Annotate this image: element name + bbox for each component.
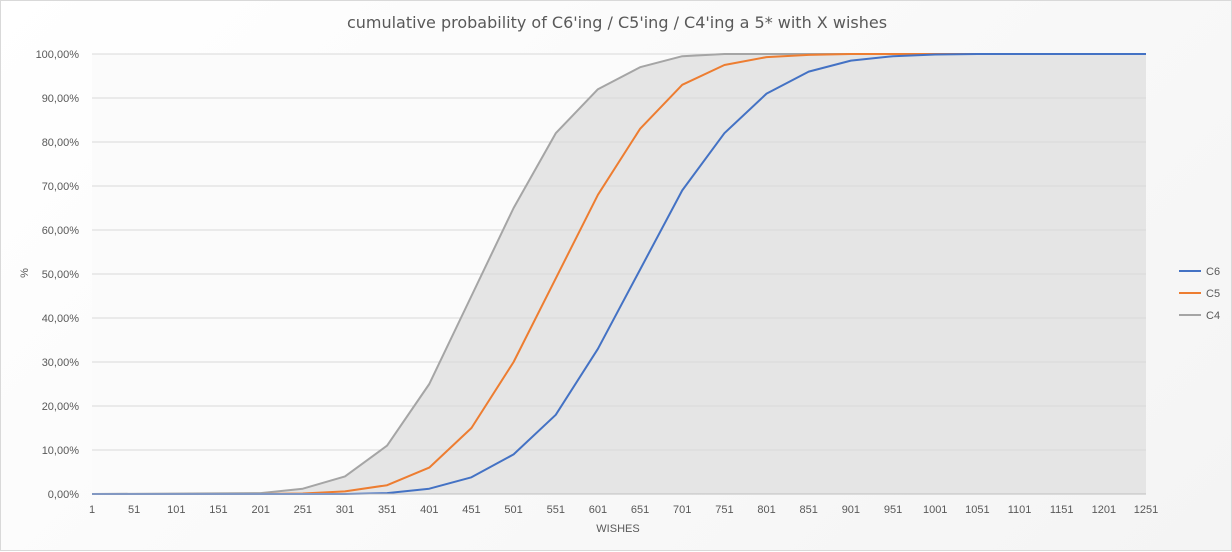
x-tick-labels: 1 51 101 151 201 251 301 351 401 451 501 551 601 651 7… xyxy=(89,504,1158,516)
x-tick-label: 901 xyxy=(842,504,860,516)
x-tick-label: 651 xyxy=(631,504,649,516)
y-tick-label: 10,00% xyxy=(42,445,80,457)
x-tick-label: 1 xyxy=(89,504,95,516)
x-tick-label: 1051 xyxy=(965,504,989,516)
x-axis-label: WISHES xyxy=(596,523,639,535)
y-tick-labels: 0,00% 10,00% 20,00% 30,00% 40,00% 50,00% 60,00… xyxy=(36,49,80,501)
legend-label-c6: C6 xyxy=(1206,266,1220,278)
x-tick-label: 1201 xyxy=(1092,504,1116,516)
x-tick-label: 251 xyxy=(294,504,312,516)
x-tick-label: 351 xyxy=(378,504,396,516)
x-tick-label: 551 xyxy=(547,504,565,516)
line-c6 xyxy=(92,53,1146,495)
x-tick-label: 301 xyxy=(336,504,354,516)
y-tick-label: 80,00% xyxy=(42,137,80,149)
y-tick-label: 70,00% xyxy=(42,181,80,193)
chart-title: cumulative probability of C6'ing / C5'in… xyxy=(347,13,887,32)
x-tick-label: 701 xyxy=(673,504,691,516)
x-tick-label: 1151 xyxy=(1050,504,1074,516)
series-lines xyxy=(91,53,1146,495)
y-tick-label: 60,00% xyxy=(42,225,80,237)
x-tick-label: 851 xyxy=(800,504,818,516)
x-tick-label: 451 xyxy=(462,504,480,516)
x-tick-label: 601 xyxy=(589,504,607,516)
y-axis-label: % xyxy=(19,268,31,278)
x-tick-label: 201 xyxy=(251,504,269,516)
y-tick-label: 90,00% xyxy=(42,93,80,105)
x-tick-label: 1251 xyxy=(1134,504,1158,516)
y-tick-label: 30,00% xyxy=(42,357,80,369)
x-tick-label: 951 xyxy=(884,504,902,516)
x-tick-label: 1101 xyxy=(1008,504,1032,516)
x-tick-label: 801 xyxy=(757,504,775,516)
x-tick-label: 401 xyxy=(420,504,438,516)
x-tick-label: 51 xyxy=(128,504,140,516)
legend-label-c5: C5 xyxy=(1206,288,1220,300)
y-tick-label: 50,00% xyxy=(42,269,80,281)
y-tick-label: 40,00% xyxy=(42,313,80,325)
x-tick-label: 1001 xyxy=(923,504,947,516)
x-tick-label: 501 xyxy=(504,504,522,516)
x-tick-label: 151 xyxy=(209,504,227,516)
y-tick-label: 0,00% xyxy=(48,489,79,501)
legend: C6 C5 C4 xyxy=(1179,266,1220,322)
x-tick-label: 751 xyxy=(715,504,733,516)
y-tick-label: 20,00% xyxy=(42,401,80,413)
legend-label-c4: C4 xyxy=(1206,310,1220,322)
x-tick-label: 101 xyxy=(167,504,185,516)
y-tick-label: 100,00% xyxy=(36,49,80,61)
